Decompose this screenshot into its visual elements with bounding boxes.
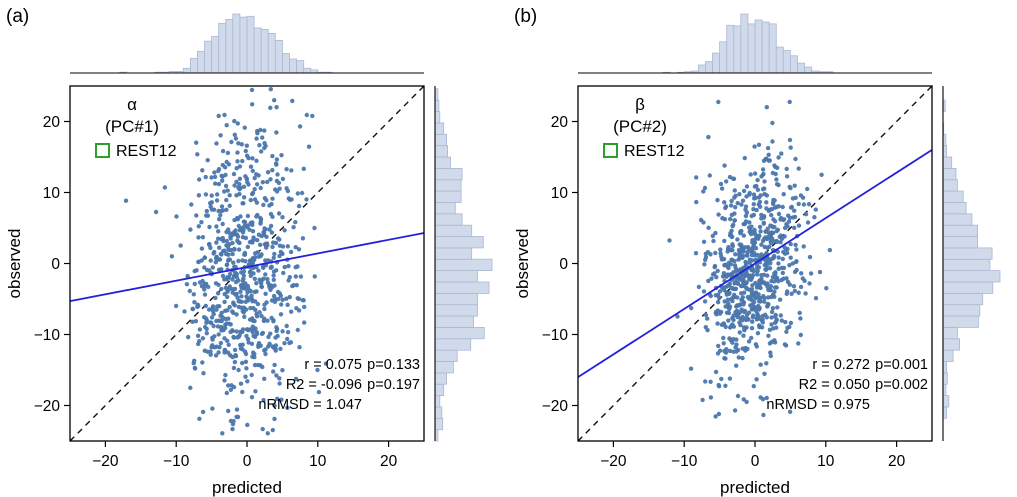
- stats-text: r = 0.075 p=0.133 R2 = -0.096 p=0.197 nRMSD …: [258, 357, 420, 413]
- right-histogram: [942, 86, 1001, 441]
- panel-label: (a): [6, 6, 29, 27]
- component-annotation: α (PC#1): [105, 95, 159, 136]
- component-symbol: β: [635, 95, 645, 114]
- y-tick-label: 10: [551, 185, 569, 202]
- x-tick-label: 0: [751, 453, 760, 470]
- legend-marker-square: [603, 143, 618, 158]
- y-tick-label: 0: [559, 256, 568, 273]
- component-name: (PC#1): [105, 117, 159, 136]
- y-tick-label: 20: [43, 114, 61, 131]
- x-tick-label: 20: [888, 453, 906, 470]
- legend-label: REST12: [624, 143, 685, 160]
- legend: REST12: [603, 143, 685, 160]
- x-tick-label: 20: [380, 453, 398, 470]
- stats-value: nRMSD = 0.975: [766, 397, 870, 413]
- x-tick-label: 0: [243, 453, 252, 470]
- legend: REST12: [95, 143, 177, 160]
- y-tick-label: −20: [34, 398, 61, 415]
- component-name: (PC#2): [613, 117, 667, 136]
- regression-line: [577, 149, 933, 378]
- stats-value: R2 = 0.050: [799, 377, 870, 393]
- right-histogram: [434, 86, 493, 442]
- x-tick-label: 10: [309, 453, 327, 470]
- y-axis-label: observed: [513, 229, 532, 299]
- axis-ticks: −20 −10 0 10 20 −20 −10 0 10 20: [34, 114, 398, 470]
- y-tick-label: 0: [51, 256, 60, 273]
- x-tick-label: −10: [163, 453, 190, 470]
- x-tick-label: −20: [92, 453, 119, 470]
- panel-label: (b): [514, 6, 537, 27]
- stats-pvalue: p=0.197: [367, 377, 420, 393]
- top-histogram: [578, 13, 932, 74]
- panel-b-chart: −20 −10 0 10 20 −20 −10 0 10 20 predicted observed (…: [513, 6, 1001, 497]
- panel-a-chart: −20 −10 0 10 20 −20 −10 0 10 20 predicted observed (…: [5, 6, 493, 497]
- x-axis-label: predicted: [212, 478, 282, 497]
- x-tick-label: −10: [671, 453, 698, 470]
- stats-value: r = 0.075: [304, 357, 362, 373]
- y-tick-label: 20: [551, 114, 569, 131]
- stats-value: nRMSD = 1.047: [258, 397, 362, 413]
- component-annotation: β (PC#2): [613, 95, 667, 136]
- legend-label: REST12: [116, 143, 177, 160]
- scatter-points: [667, 99, 833, 419]
- y-tick-label: −10: [542, 327, 569, 344]
- regression-line: [69, 232, 425, 303]
- stats-value: R2 = -0.096: [286, 377, 362, 393]
- y-tick-label: −20: [542, 398, 569, 415]
- panel-b: −20 −10 0 10 20 −20 −10 0 10 20 predicted observed (…: [508, 0, 1016, 497]
- stats-pvalue: p=0.002: [875, 377, 928, 393]
- top-histogram: [70, 13, 424, 74]
- x-tick-label: 10: [817, 453, 835, 470]
- stats-pvalue: p=0.001: [875, 357, 928, 373]
- y-tick-label: 10: [43, 185, 61, 202]
- axis-ticks: −20 −10 0 10 20 −20 −10 0 10 20: [542, 114, 906, 470]
- stats-pvalue: p=0.133: [367, 357, 420, 373]
- y-axis-label: observed: [5, 229, 24, 299]
- panel-a: −20 −10 0 10 20 −20 −10 0 10 20 predicted observed (…: [0, 0, 508, 497]
- component-symbol: α: [127, 95, 137, 114]
- legend-marker-square: [95, 143, 110, 158]
- stats-text: r = 0.272 p=0.001 R2 = 0.050 p=0.002 nRMSD =…: [766, 357, 928, 413]
- y-tick-label: −10: [34, 327, 61, 344]
- x-axis-label: predicted: [720, 478, 790, 497]
- stats-value: r = 0.272: [812, 357, 870, 373]
- x-tick-label: −20: [600, 453, 627, 470]
- scatter-points: [123, 87, 329, 436]
